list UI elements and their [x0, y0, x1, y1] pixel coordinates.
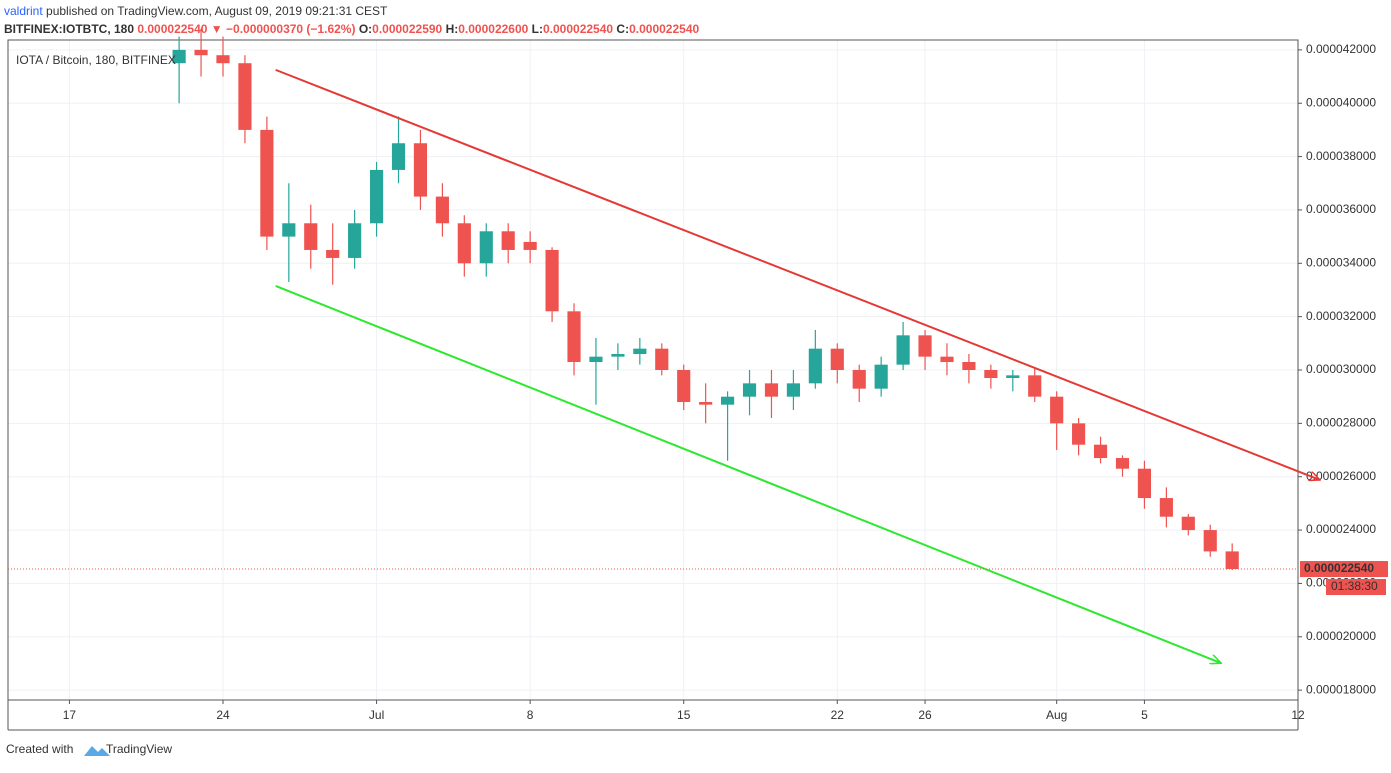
x-tick-label: 15 — [677, 708, 691, 722]
x-tick-label: 17 — [63, 708, 77, 722]
author[interactable]: valdrint — [4, 4, 43, 18]
y-tick-label: 0.000018000 — [1306, 682, 1376, 696]
countdown-bg — [1326, 579, 1386, 596]
label: C: — [616, 22, 629, 36]
candle-body — [852, 370, 866, 389]
y-tick-label: 0.000030000 — [1306, 362, 1376, 376]
price: 0.000022540 — [137, 22, 207, 36]
footer-text: Created with — [6, 742, 73, 756]
candle-body — [1159, 498, 1173, 517]
y-tick-label: 0.000034000 — [1306, 255, 1376, 269]
candle-body — [1028, 375, 1042, 397]
candle-body — [304, 223, 318, 250]
countdown: 01:38:30 — [1331, 579, 1378, 593]
close: 0.000022540 — [629, 22, 699, 36]
change: −0.000000370 (−1.62%) — [226, 22, 355, 36]
arrow: ▼ — [211, 22, 223, 36]
candle-body — [984, 370, 998, 379]
candle-body — [216, 55, 230, 64]
candle-body — [1137, 468, 1152, 499]
candle-body — [677, 370, 691, 403]
candle-body — [348, 223, 362, 258]
candle-body — [391, 143, 406, 170]
candle-body — [721, 396, 735, 405]
candle-body — [1225, 551, 1239, 570]
candle-body — [282, 223, 296, 237]
candle-body — [1072, 423, 1086, 445]
open: 0.000022590 — [372, 22, 442, 36]
candle-body — [611, 353, 625, 357]
candle-body — [567, 311, 581, 362]
symbol: BITFINEX:IOTBTC, 180 — [4, 22, 134, 36]
y-tick-label: 0.000040000 — [1306, 95, 1376, 109]
high: 0.000022600 — [458, 22, 528, 36]
legend-title: IOTA / Bitcoin, 180, BITFINEX — [16, 53, 176, 67]
x-tick-label: 8 — [527, 708, 534, 722]
candle-body — [1181, 516, 1195, 531]
y-tick-label: 0.000024000 — [1306, 522, 1376, 536]
candle-body — [435, 196, 449, 224]
footer-brand[interactable]: TradingView — [106, 742, 172, 756]
x-tick-label: 12 — [1291, 708, 1305, 722]
candle-body — [260, 129, 274, 237]
candle-body — [238, 63, 252, 130]
candle-body — [742, 383, 757, 397]
label: L: — [532, 22, 543, 36]
candle-body — [699, 402, 713, 405]
y-tick-label: 0.000042000 — [1306, 42, 1376, 56]
candle-body — [962, 361, 976, 370]
trend-line — [275, 68, 1320, 480]
candle-body — [1203, 530, 1217, 552]
candle-body — [545, 249, 559, 312]
x-tick-label: 5 — [1141, 708, 1148, 722]
candle-body — [786, 383, 800, 397]
price-label: 0.000022540 — [1304, 561, 1374, 575]
candle-body — [479, 231, 493, 264]
candle-body — [172, 49, 186, 64]
candle-body — [369, 169, 384, 224]
label: O: — [359, 22, 372, 36]
low: 0.000022540 — [543, 22, 613, 36]
candle-body — [413, 143, 428, 197]
y-tick-label: 0.000028000 — [1306, 416, 1376, 430]
x-tick-label: Aug — [1046, 708, 1067, 722]
ohlc-line: BITFINEX:IOTBTC, 180 0.000022540 ▼ −0.00… — [4, 22, 699, 36]
x-tick-label: Jul — [369, 708, 384, 722]
x-tick-label: 24 — [216, 708, 230, 722]
candle-body — [326, 249, 340, 258]
candle-body — [1093, 444, 1108, 459]
price-label-bg — [1300, 561, 1388, 578]
y-tick-label: 0.000032000 — [1306, 309, 1376, 323]
trend-line — [275, 285, 1222, 663]
x-tick-label: 26 — [918, 708, 932, 722]
y-tick-label: 0.000026000 — [1306, 469, 1376, 483]
candle-body — [501, 231, 515, 250]
candle-body — [1115, 458, 1130, 469]
y-tick-label: 0.000020000 — [1306, 629, 1376, 643]
candle-body — [1006, 375, 1020, 379]
candle-body — [940, 356, 954, 362]
candle-body — [633, 348, 647, 354]
candle-body — [830, 348, 844, 370]
candle-body — [874, 364, 888, 389]
candle-body — [808, 348, 822, 384]
y-tick-label: 0.000038000 — [1306, 149, 1376, 163]
candle-body — [457, 223, 471, 264]
logo — [84, 746, 110, 756]
x-tick-label: 22 — [831, 708, 845, 722]
candle-body — [1050, 396, 1064, 424]
candle-body — [589, 356, 603, 362]
candle-body — [194, 49, 208, 56]
candle-body — [523, 241, 537, 250]
candle-body — [896, 335, 910, 365]
header-line: valdrint published on TradingView.com, A… — [4, 4, 388, 18]
label: H: — [446, 22, 459, 36]
candle-body — [655, 348, 669, 370]
candle-body — [918, 335, 932, 357]
candle-body — [764, 383, 779, 397]
published: published on TradingView.com, August 09,… — [46, 4, 388, 18]
y-tick-label: 0.000036000 — [1306, 202, 1376, 216]
